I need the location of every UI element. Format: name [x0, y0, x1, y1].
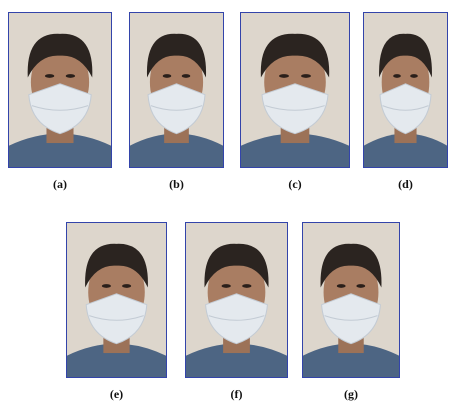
panel-label: (g) [344, 387, 358, 401]
photo [8, 12, 112, 168]
panel-label: (d) [398, 177, 413, 191]
eye [279, 74, 289, 78]
panel-label: (b) [169, 177, 184, 191]
panel-label: (e) [110, 387, 123, 401]
eye [337, 284, 346, 288]
eye [393, 74, 401, 78]
photo-content [363, 12, 448, 168]
page: (a)(b)(c)(d)(e)(f)(g) (() => { const dat… [0, 0, 454, 404]
eye [163, 74, 172, 78]
eye [242, 284, 251, 288]
eye [102, 284, 111, 288]
photo-content [240, 12, 350, 168]
eye [66, 74, 75, 78]
eye [222, 284, 231, 288]
eye [356, 284, 365, 288]
panel-label: (f) [231, 387, 243, 401]
panel-label: (c) [288, 177, 301, 191]
photo [66, 222, 167, 378]
eye [410, 74, 418, 78]
eye [45, 74, 54, 78]
photo-content [66, 222, 167, 378]
eye [122, 284, 131, 288]
photo [129, 12, 224, 168]
photo-content [129, 12, 224, 168]
photo-content [302, 222, 400, 378]
photo [240, 12, 350, 168]
panel-label: (a) [53, 177, 67, 191]
figure: (a) (b) (c) (d) (e) (f) (g) [0, 0, 454, 404]
photo-content [185, 222, 288, 378]
photo-content [8, 12, 112, 168]
eye [301, 74, 311, 78]
photo [302, 222, 400, 378]
eye [182, 74, 191, 78]
photo [185, 222, 288, 378]
photo [363, 12, 448, 168]
